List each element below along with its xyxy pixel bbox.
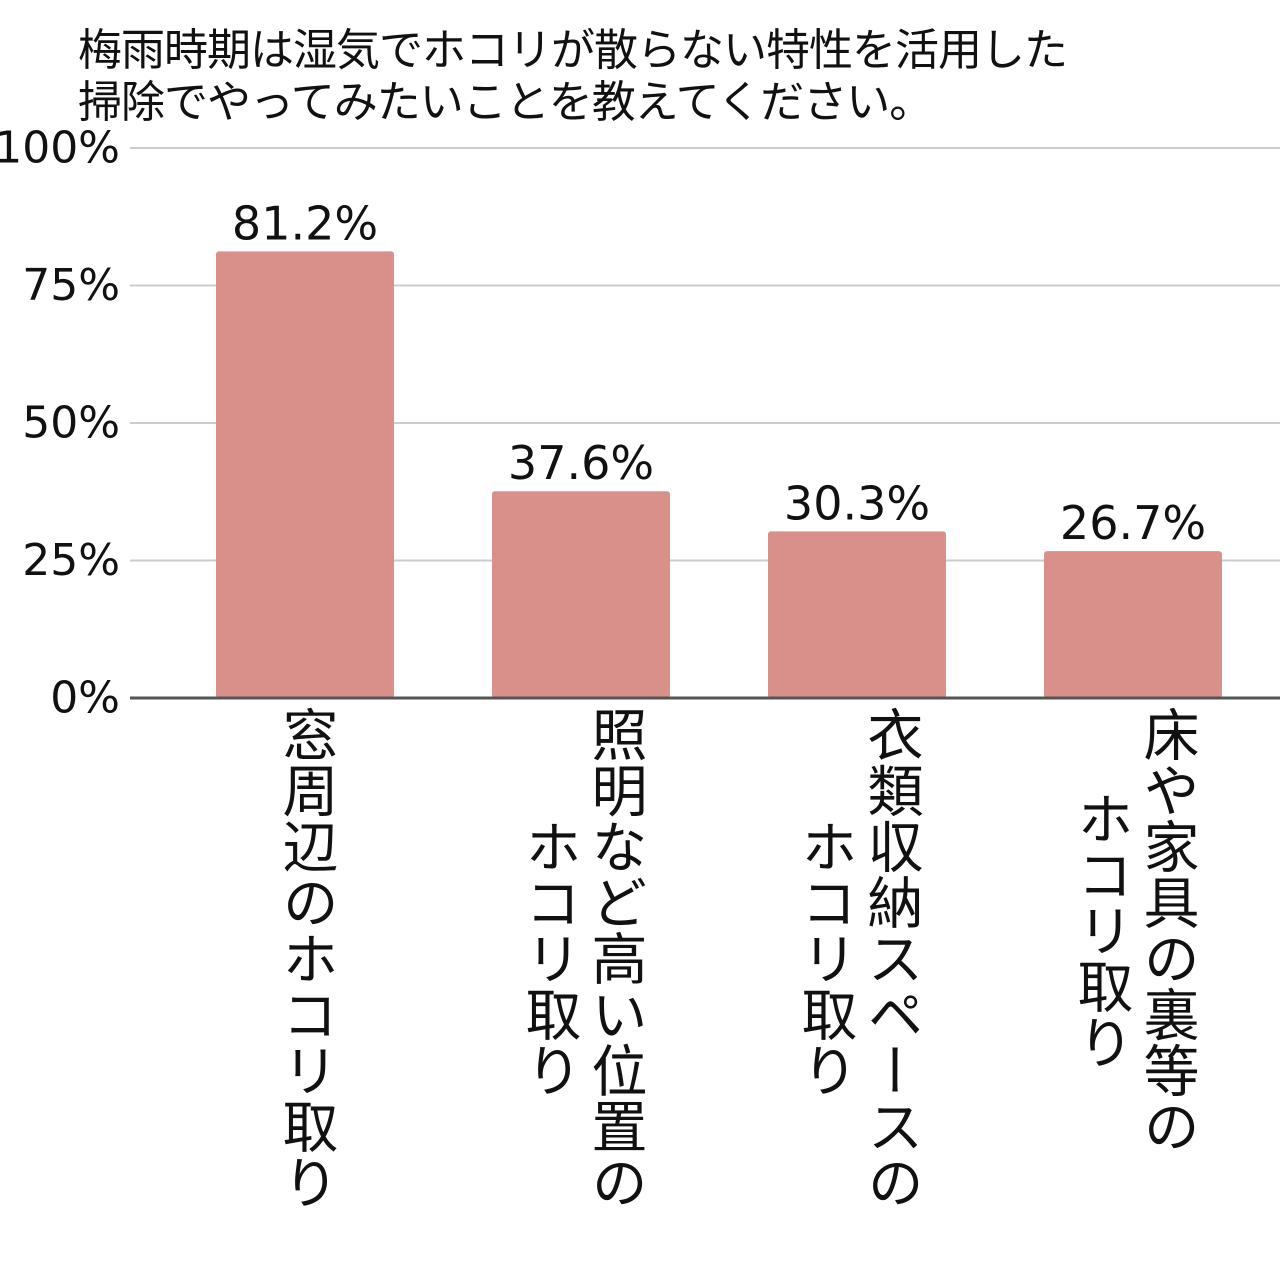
category-label-2: 照明など高い位置の ホコリ取り	[516, 706, 647, 1210]
y-tick-label: 50%	[22, 398, 120, 449]
y-tick-label: 0%	[50, 673, 120, 724]
chart-title-line-2: 掃除でやってみたいことを教えてください。	[78, 77, 933, 128]
y-tick-label: 100%	[0, 123, 120, 174]
category-label-1: 窓周辺のホコリ取り	[273, 706, 338, 1210]
y-tick-label: 75%	[22, 260, 120, 311]
category-label-column: 窓周辺のホコリ取り	[273, 706, 338, 1210]
category-label-3: 衣類収納スペースの ホコリ取り	[792, 706, 923, 1210]
category-label-4: 床や家具の裏等の ホコリ取り	[1068, 706, 1199, 1154]
chart-title-line-1: 梅雨時期は湿気でホコリが散らない特性を活用した	[78, 25, 1068, 76]
data-label: 81.2%	[232, 196, 378, 250]
data-label: 30.3%	[784, 476, 930, 530]
category-label-column: ホコリ取り	[516, 818, 581, 1098]
category-label-column: 衣類収納スペースの	[858, 706, 923, 1210]
category-label-column: 床や家具の裏等の	[1134, 706, 1199, 1154]
bar-2	[492, 491, 670, 698]
category-label-column: ホコリ取り	[1068, 790, 1133, 1070]
bar-3	[768, 531, 946, 698]
data-label: 26.7%	[1060, 496, 1206, 550]
y-tick-label: 25%	[22, 535, 120, 586]
bar-4	[1044, 551, 1222, 698]
category-label-column: 照明など高い位置の	[582, 706, 647, 1210]
category-label-column: ホコリ取り	[792, 818, 857, 1098]
bar-1	[216, 251, 394, 698]
data-label: 37.6%	[508, 436, 654, 490]
